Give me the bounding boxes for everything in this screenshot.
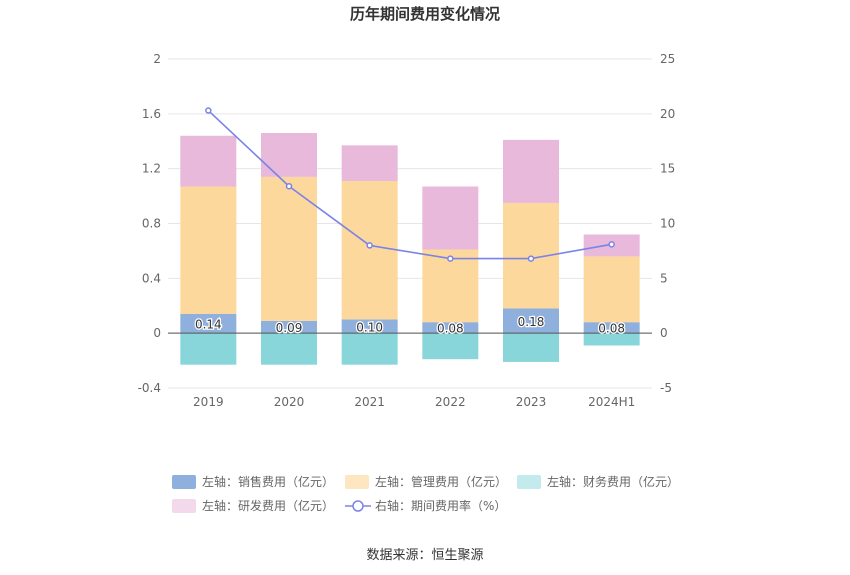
bar-segment: [261, 133, 317, 177]
legend-swatch: [172, 499, 196, 513]
bar-data-label: 0.09: [276, 321, 303, 335]
bar-series: [180, 133, 640, 365]
bar-segment: [583, 333, 640, 346]
x-tick-label: 2024H1: [588, 395, 635, 409]
right-tick-label: 0: [660, 326, 668, 340]
bar-segment: [583, 322, 640, 334]
bar-data-labels: 0.14 0.09 0.10 0.08 0.18 0.08: [194, 314, 627, 337]
x-axis-ticks: 2019 2020 2021 2022 2023 2024H1: [193, 395, 635, 409]
bar-segment: [180, 186, 237, 314]
bar-segment: [341, 145, 398, 182]
x-tick-label: 2019: [193, 395, 224, 409]
right-tick-label: 20: [660, 107, 675, 121]
source-text: 数据来源：恒生聚源: [366, 548, 483, 563]
bar-segment: [422, 322, 479, 334]
bar-segment: [503, 333, 559, 362]
bar-segment: [341, 333, 398, 365]
rate-point: [366, 242, 373, 249]
bar-segment: [180, 135, 237, 187]
legend-swatch: [172, 475, 196, 489]
legend-swatch: [517, 475, 541, 489]
bar-segment: [261, 333, 317, 365]
bar-segment: [261, 176, 317, 321]
left-tick-label: 0: [153, 326, 161, 340]
right-tick-label: -5: [660, 381, 672, 395]
left-axis-ticks: 2 1.6 1.2 0.8 0.4 0 -0.4: [138, 52, 161, 395]
bar-segment: [503, 139, 559, 203]
legend-label: 左轴：销售费用（亿元）: [202, 474, 334, 489]
rate-point: [608, 241, 615, 248]
legend-swatch: [345, 475, 369, 489]
x-tick-label: 2020: [274, 395, 305, 409]
right-tick-label: 10: [660, 217, 675, 231]
bar-data-label: 0.10: [356, 320, 383, 334]
bar-segment: [422, 333, 479, 360]
legend-item[interactable]: 左轴：管理费用（亿元）: [345, 474, 507, 489]
legend[interactable]: 左轴：销售费用（亿元） 左轴：管理费用（亿元） 左轴：财务费用（亿元） 左轴：研发费用…: [172, 474, 679, 513]
rate-line: [207, 109, 612, 260]
x-tick-label: 2023: [516, 395, 547, 409]
bar-segment: [503, 308, 559, 334]
legend-item[interactable]: 右轴：期间费用率（%）: [345, 498, 506, 513]
left-tick-label: 0.4: [142, 271, 161, 285]
bar-data-label: 0.08: [437, 322, 464, 336]
bar-segment: [341, 181, 398, 320]
left-tick-label: 2: [153, 52, 161, 66]
legend-item[interactable]: 左轴：研发费用（亿元）: [172, 498, 334, 513]
x-tick-label: 2022: [435, 395, 466, 409]
bar-data-label: 0.08: [598, 322, 625, 336]
grid: [168, 58, 652, 389]
bar-segment: [180, 313, 237, 334]
left-tick-label: 1.2: [142, 162, 161, 176]
rate-line-series: [205, 107, 615, 262]
rate-point: [527, 255, 535, 262]
chart-title: 历年期间费用变化情况: [350, 5, 500, 23]
legend-item[interactable]: 左轴：财务费用（亿元）: [517, 474, 679, 489]
rate-point: [285, 182, 293, 190]
right-tick-label: 25: [660, 52, 675, 66]
left-tick-label: 1.6: [142, 107, 161, 121]
legend-label: 左轴：研发费用（亿元）: [202, 498, 334, 513]
bar-segment: [341, 319, 398, 334]
bar-data-label: 0.14: [195, 318, 222, 332]
right-tick-label: 15: [660, 162, 675, 176]
legend-item[interactable]: 左轴：销售费用（亿元）: [172, 474, 334, 489]
x-tick-label: 2021: [354, 395, 385, 409]
left-tick-label: -0.4: [138, 381, 161, 395]
legend-label: 右轴：期间费用率（%）: [375, 498, 506, 513]
legend-label: 左轴：财务费用（亿元）: [547, 474, 679, 489]
legend-marker: [352, 500, 364, 512]
left-tick-label: 0.8: [142, 217, 161, 231]
bar-data-label: 0.18: [518, 315, 545, 329]
rate-point: [447, 255, 454, 262]
bar-segment: [180, 333, 237, 365]
bar-segment: [422, 186, 479, 250]
bar-segment: [583, 256, 640, 323]
right-axis-ticks: 25 20 15 10 5 0 -5: [660, 52, 675, 395]
legend-label: 左轴：管理费用（亿元）: [375, 474, 507, 489]
right-tick-label: 5: [660, 271, 668, 285]
rate-point: [205, 107, 212, 114]
bar-segment: [261, 320, 317, 334]
